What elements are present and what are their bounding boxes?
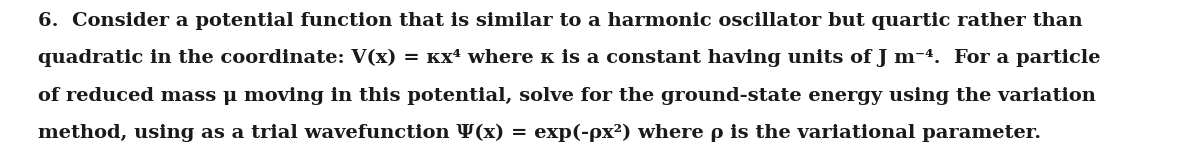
Text: method, using as a trial wavefunction Ψ(x) = exp(-ρx²) where ρ is the variationa: method, using as a trial wavefunction Ψ(… <box>38 124 1042 142</box>
Text: of reduced mass μ moving in this potential, solve for the ground-state energy us: of reduced mass μ moving in this potenti… <box>38 87 1097 105</box>
Text: quadratic in the coordinate: V(x) = κx⁴ where κ is a constant having units of J : quadratic in the coordinate: V(x) = κx⁴ … <box>38 49 1100 67</box>
Text: 6.  Consider a potential function that is similar to a harmonic oscillator but q: 6. Consider a potential function that is… <box>38 12 1084 30</box>
